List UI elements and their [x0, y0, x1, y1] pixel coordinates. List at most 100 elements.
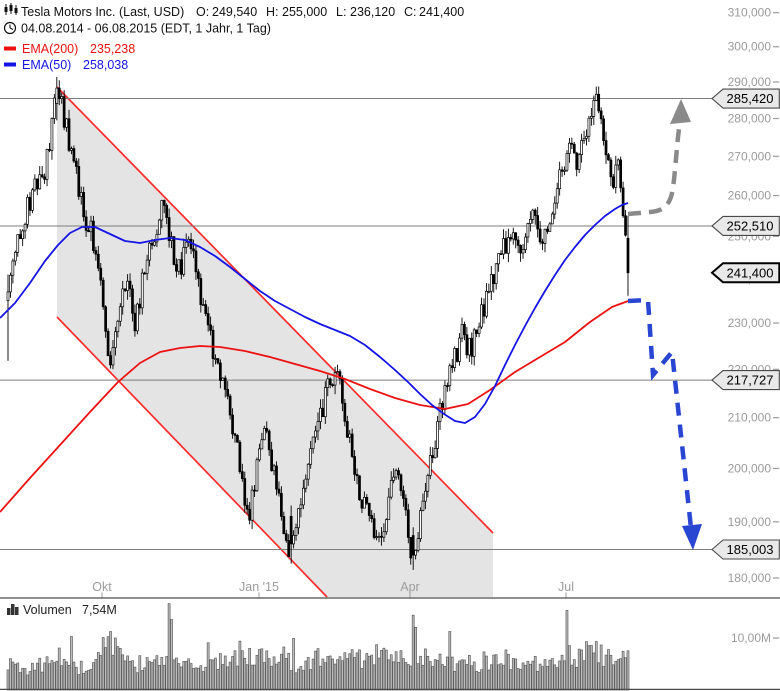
candle-body	[541, 241, 544, 244]
candle-body	[53, 97, 56, 119]
candle-body	[382, 531, 386, 538]
ema-lines	[0, 202, 629, 513]
open-value: 249,540	[212, 5, 257, 19]
candle-body	[526, 223, 530, 238]
candle-body	[79, 192, 83, 197]
volume-bar	[74, 666, 78, 691]
volume-bar	[382, 647, 386, 691]
candle-body	[84, 216, 88, 231]
volume-bar	[592, 652, 596, 691]
volume-bar	[575, 666, 579, 691]
candle-body	[611, 176, 615, 188]
volume-bar	[304, 660, 308, 691]
volume-bar	[370, 654, 374, 691]
volume-bar	[343, 652, 347, 691]
candlesticks	[6, 76, 630, 570]
volume-bar	[155, 655, 159, 691]
volume-bar	[560, 654, 564, 691]
candle-body	[499, 253, 503, 255]
month-label: Jul	[558, 580, 574, 594]
volume-bar	[226, 666, 230, 691]
volume-bar	[543, 659, 547, 691]
instrument-title: Tesla Motors Inc. (Last, USD)	[21, 5, 184, 19]
candle-body	[458, 337, 461, 362]
candle-body	[548, 223, 552, 232]
candle-body	[323, 387, 327, 418]
volume-bar	[472, 661, 476, 691]
volume-bar	[67, 664, 71, 691]
volume-bar	[96, 652, 100, 691]
candle-body	[558, 169, 561, 190]
price-tag-label: 217,727	[727, 373, 774, 388]
candle-body	[343, 402, 347, 422]
price-level-tag	[711, 370, 780, 391]
high-label: H:	[266, 5, 279, 19]
volume-bar	[548, 659, 552, 691]
volume-bar	[563, 660, 566, 691]
candle-body	[214, 358, 217, 360]
volume-bar	[514, 658, 518, 691]
candle-body	[236, 435, 239, 443]
volume-bar	[201, 671, 205, 691]
volume-bar	[611, 664, 615, 691]
candle-body	[570, 142, 574, 145]
candle-body	[280, 492, 283, 517]
candle-body	[502, 238, 505, 255]
volume-bar	[443, 666, 447, 691]
volume-bar	[477, 672, 481, 691]
candle-body	[143, 272, 147, 275]
candle-body	[367, 502, 371, 516]
volume-bar	[441, 664, 444, 691]
current-price-tag	[710, 262, 780, 284]
candle-body	[380, 535, 383, 538]
candle-body	[21, 230, 24, 240]
candle-body	[38, 174, 42, 190]
volume-bar	[621, 650, 625, 691]
candle-body	[294, 527, 298, 536]
volume-bar	[77, 674, 81, 691]
volume-bar	[211, 659, 215, 691]
candle-body	[23, 223, 27, 232]
volume-bar	[153, 659, 156, 691]
volume-bar	[521, 662, 525, 691]
volume-bar	[585, 641, 588, 691]
candle-body	[219, 362, 222, 381]
volume-bar	[380, 650, 383, 691]
volume-bar	[118, 648, 122, 691]
volume-bar	[35, 662, 39, 691]
volume-bar	[582, 660, 586, 691]
volume-bar	[363, 660, 366, 691]
candle-body	[82, 192, 86, 218]
candle-body	[514, 232, 518, 241]
volume-bar	[580, 649, 583, 691]
volume-bar	[28, 671, 32, 691]
volume-bar	[289, 670, 293, 691]
volume-bar	[84, 670, 88, 691]
volume-bar	[538, 663, 542, 691]
volume-bars-icon	[7, 604, 19, 615]
volume-bar	[350, 649, 354, 691]
price-tick-label: 300,000	[728, 40, 772, 54]
volume-bar	[614, 660, 618, 691]
volume-bars	[6, 603, 630, 691]
candle-body	[245, 504, 249, 510]
volume-bar	[48, 663, 51, 691]
candle-body	[319, 407, 322, 422]
volume-bar	[109, 631, 112, 691]
candle-body	[240, 471, 244, 479]
candle-body	[277, 488, 281, 494]
volume-bar	[72, 661, 76, 691]
candle-body	[72, 148, 76, 162]
volume-bar	[270, 665, 273, 691]
candle-body	[18, 234, 22, 240]
volume-bar	[345, 658, 349, 691]
high-value: 255,000	[282, 5, 327, 19]
volume-bar	[616, 659, 620, 691]
volume-bar	[65, 661, 68, 691]
volume-bar	[448, 631, 452, 691]
volume-bar	[243, 657, 247, 691]
volume-bar	[184, 661, 188, 691]
candle-body	[485, 291, 488, 317]
candle-body	[231, 414, 234, 435]
